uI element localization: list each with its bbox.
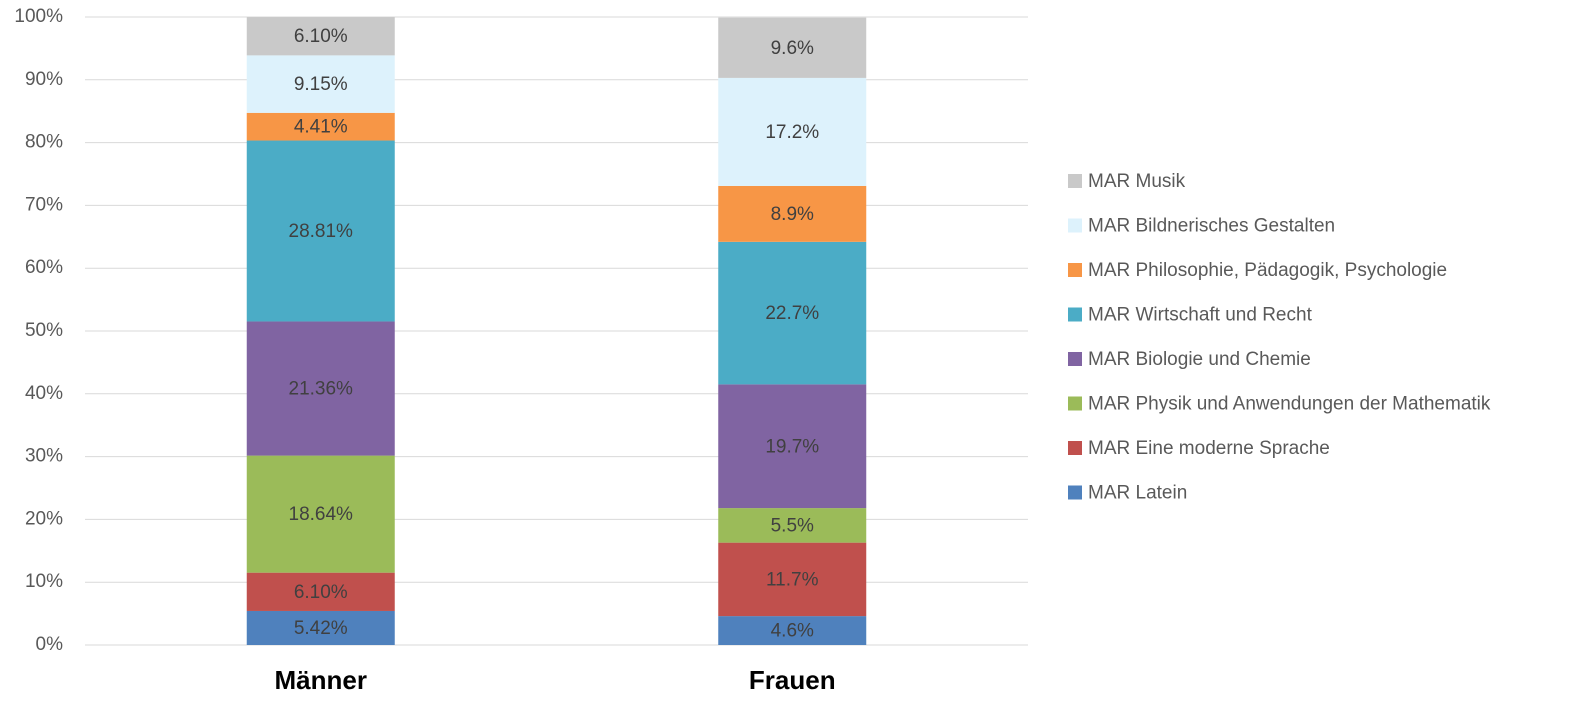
data-label: 21.36% — [289, 379, 354, 400]
bar-segment — [246, 140, 395, 322]
legend-label: MAR Wirtschaft und Recht — [1088, 305, 1313, 326]
x-tick-label: Frauen — [749, 665, 836, 695]
legend-swatch — [1068, 218, 1082, 233]
bar-segment — [718, 185, 867, 242]
bar-segment — [718, 241, 867, 385]
y-tick-label: 40% — [25, 383, 63, 404]
data-label: 5.42% — [294, 618, 348, 639]
legend-label: MAR Musik — [1088, 171, 1186, 192]
y-tick-label: 50% — [25, 320, 63, 341]
data-label: 19.7% — [765, 436, 819, 457]
data-label: 11.7% — [766, 569, 819, 590]
y-tick-label: 70% — [25, 194, 63, 215]
y-tick-label: 80% — [25, 132, 63, 153]
bar-segment — [718, 384, 867, 509]
data-label: 9.6% — [771, 38, 814, 59]
y-tick-label: 60% — [25, 257, 63, 278]
data-label: 5.5% — [771, 515, 814, 536]
data-label: 18.64% — [289, 504, 354, 525]
bar-segment — [246, 55, 395, 113]
legend-label: MAR Physik und Anwendungen der Mathemati… — [1088, 394, 1491, 415]
bar-segment — [246, 455, 395, 573]
bar-segment — [246, 572, 395, 611]
legend-label: MAR Biologie und Chemie — [1088, 349, 1311, 370]
bar-segment — [246, 112, 395, 141]
bar-segment — [246, 610, 395, 645]
data-label: 6.10% — [294, 582, 348, 603]
bar-segment — [246, 17, 395, 56]
bar-segment — [246, 321, 395, 456]
bar-segment — [718, 616, 867, 645]
y-tick-label: 20% — [25, 508, 63, 529]
data-label: 9.15% — [294, 74, 348, 95]
bar-segment — [718, 542, 867, 617]
data-label: 6.10% — [294, 26, 348, 47]
data-label: 28.81% — [289, 221, 354, 242]
data-label: 4.6% — [771, 621, 814, 642]
bar-segment — [718, 77, 867, 186]
y-tick-label: 10% — [25, 571, 63, 592]
legend-swatch — [1068, 352, 1082, 366]
data-label: 8.9% — [771, 204, 814, 225]
legend-swatch — [1068, 174, 1082, 188]
legend-swatch — [1068, 485, 1082, 500]
legend-swatch — [1068, 396, 1082, 411]
data-label: 22.7% — [765, 303, 819, 324]
y-tick-label: 90% — [25, 69, 63, 90]
legend-label: MAR Eine moderne Sprache — [1088, 438, 1330, 459]
data-label: 17.2% — [765, 122, 819, 143]
data-label: 4.41% — [294, 117, 348, 138]
y-tick-label: 0% — [36, 634, 64, 655]
legend-label: MAR Latein — [1088, 483, 1187, 504]
legend-label: MAR Philosophie, Pädagogik, Psychologie — [1088, 260, 1447, 281]
y-tick-label: 30% — [25, 446, 63, 467]
legend-swatch — [1068, 307, 1082, 322]
legend-swatch — [1068, 441, 1082, 455]
x-tick-label: Männer — [275, 665, 367, 695]
bar-segment — [718, 508, 867, 543]
bar-segment — [718, 17, 867, 78]
legend-swatch — [1068, 263, 1082, 277]
y-tick-label: 100% — [14, 6, 63, 27]
legend-label: MAR Bildnerisches Gestalten — [1088, 216, 1335, 237]
